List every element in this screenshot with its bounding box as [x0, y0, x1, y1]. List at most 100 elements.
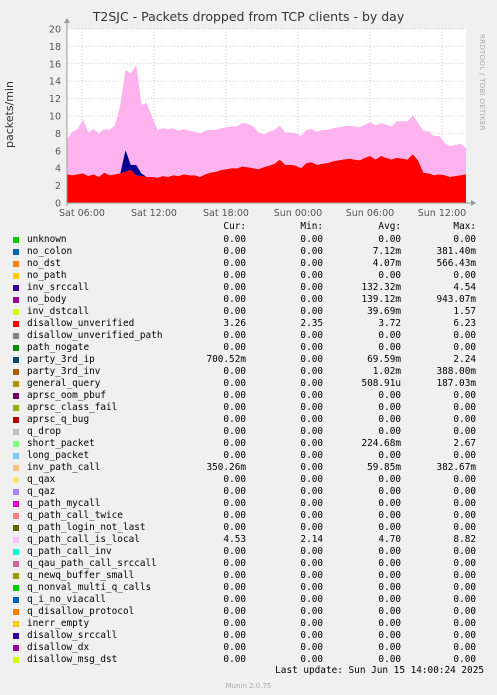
legend-max: 0.00 [453, 390, 476, 401]
legend-series-name: inv_srccall [27, 282, 90, 293]
legend-avg: 39.69m [367, 306, 401, 317]
legend-min: 0.00 [300, 342, 323, 353]
legend-cur: 0.00 [223, 294, 246, 305]
legend-swatch [13, 621, 19, 627]
legend-max: 0.00 [453, 498, 476, 509]
legend-max: 4.54 [453, 282, 476, 293]
legend-swatch [13, 273, 19, 279]
legend-row: no_colon 0.00 0.00 7.12m 381.40m [13, 246, 493, 258]
legend-avg: 0.00 [378, 582, 401, 593]
legend-avg: 0.00 [378, 402, 401, 413]
y-axis-arrow [64, 18, 70, 23]
legend-min: 0.00 [300, 558, 323, 569]
legend-min: 0.00 [300, 426, 323, 437]
legend-cur: 0.00 [223, 438, 246, 449]
legend-swatch [13, 585, 19, 591]
legend-avg: 0.00 [378, 510, 401, 521]
legend-row: unknown 0.00 0.00 0.00 0.00 [13, 234, 493, 246]
legend-cur: 0.00 [223, 402, 246, 413]
legend-row: short_packet 0.00 0.00 224.68m 2.67 [13, 438, 493, 450]
legend-swatch [13, 261, 19, 267]
legend-cur: 0.00 [223, 234, 246, 245]
legend-row: q_path_call_inv 0.00 0.00 0.00 0.00 [13, 546, 493, 558]
legend-avg: 0.00 [378, 234, 401, 245]
legend-cur: 0.00 [223, 258, 246, 269]
legend-swatch [13, 309, 19, 315]
legend-max: 0.00 [453, 546, 476, 557]
legend-max: 388.00m [436, 366, 476, 377]
legend-max: 0.00 [453, 474, 476, 485]
legend-cur: 0.00 [223, 654, 246, 665]
legend-row: inv_path_call 350.26m 0.00 59.85m 382.67m [13, 462, 493, 474]
legend-cur: 0.00 [223, 474, 246, 485]
legend-swatch [13, 513, 19, 519]
legend-swatch [13, 633, 19, 639]
legend-cur: 0.00 [223, 606, 246, 617]
legend-swatch [13, 333, 19, 339]
legend-min: 0.00 [300, 306, 323, 317]
legend-row: q_qaz 0.00 0.00 0.00 0.00 [13, 486, 493, 498]
x-axis-arrow [471, 200, 476, 206]
legend-cur: 0.00 [223, 594, 246, 605]
legend-row: general_query 0.00 0.00 508.91u 187.03m [13, 378, 493, 390]
legend-row: no_dst 0.00 0.00 4.07m 566.43m [13, 258, 493, 270]
legend-series-name: disallow_unverified_path [27, 330, 163, 341]
legend-cur: 4.53 [223, 534, 246, 545]
legend-min: 0.00 [300, 258, 323, 269]
legend-min: 0.00 [300, 582, 323, 593]
legend-avg: 0.00 [378, 546, 401, 557]
legend-avg: 0.00 [378, 330, 401, 341]
legend-series-name: q_nonval_multi_q_calls [27, 582, 152, 593]
legend-swatch [13, 369, 19, 375]
legend-row: inerr_empty 0.00 0.00 0.00 0.00 [13, 618, 493, 630]
legend-cur: 0.00 [223, 342, 246, 353]
legend-row: q_path_call_is_local 4.53 2.14 4.70 8.82 [13, 534, 493, 546]
legend-series-name: aprsc_q_bug [27, 414, 90, 425]
legend-series-name: q_path_call_is_local [27, 534, 140, 545]
legend-swatch [13, 393, 19, 399]
legend-max: 0.00 [453, 414, 476, 425]
legend-cur: 0.00 [223, 510, 246, 521]
area-q-path-call-is-local [67, 64, 466, 178]
legend-cur: 0.00 [223, 282, 246, 293]
x-tick-label: Sun 12:00 [418, 208, 466, 219]
legend-row: no_body 0.00 0.00 139.12m 943.07m [13, 294, 493, 306]
legend-cur: 700.52m [206, 354, 246, 365]
legend-swatch [13, 561, 19, 567]
legend-series-name: no_path [27, 270, 67, 281]
legend-header-avg: Avg: [378, 221, 401, 232]
legend-row: disallow_dx 0.00 0.00 0.00 0.00 [13, 642, 493, 654]
legend-swatch [13, 573, 19, 579]
legend-series-name: inerr_empty [27, 618, 90, 629]
legend-max: 381.40m [436, 246, 476, 257]
legend-min: 0.00 [300, 462, 323, 473]
legend-cur: 0.00 [223, 330, 246, 341]
legend-swatch [13, 345, 19, 351]
legend-min: 0.00 [300, 474, 323, 485]
legend-swatch [13, 297, 19, 303]
y-tick-label: 2 [55, 181, 61, 192]
legend-avg: 508.91u [361, 378, 401, 389]
legend-row: party_3rd_ip 700.52m 0.00 69.59m 2.24 [13, 354, 493, 366]
legend-min: 0.00 [300, 498, 323, 509]
legend-max: 2.24 [453, 354, 476, 365]
legend-min: 0.00 [300, 390, 323, 401]
legend-min: 0.00 [300, 354, 323, 365]
legend-row: inv_srccall 0.00 0.00 132.32m 4.54 [13, 282, 493, 294]
legend-swatch [13, 489, 19, 495]
legend-max: 0.00 [453, 618, 476, 629]
legend-row: q_path_login_not_last 0.00 0.00 0.00 0.00 [13, 522, 493, 534]
legend-avg: 0.00 [378, 498, 401, 509]
legend-swatch [13, 357, 19, 363]
legend-swatch [13, 657, 19, 663]
legend-cur: 0.00 [223, 486, 246, 497]
legend-avg: 3.72 [378, 318, 401, 329]
legend-row: q_path_mycall 0.00 0.00 0.00 0.00 [13, 498, 493, 510]
legend-min: 0.00 [300, 654, 323, 665]
legend-cur: 0.00 [223, 414, 246, 425]
legend-header-min: Min: [300, 221, 323, 232]
legend-series-name: general_query [27, 378, 101, 389]
legend-max: 0.00 [453, 570, 476, 581]
legend-swatch [13, 453, 19, 459]
legend-series-name: q_i_no_viacall [27, 594, 107, 605]
